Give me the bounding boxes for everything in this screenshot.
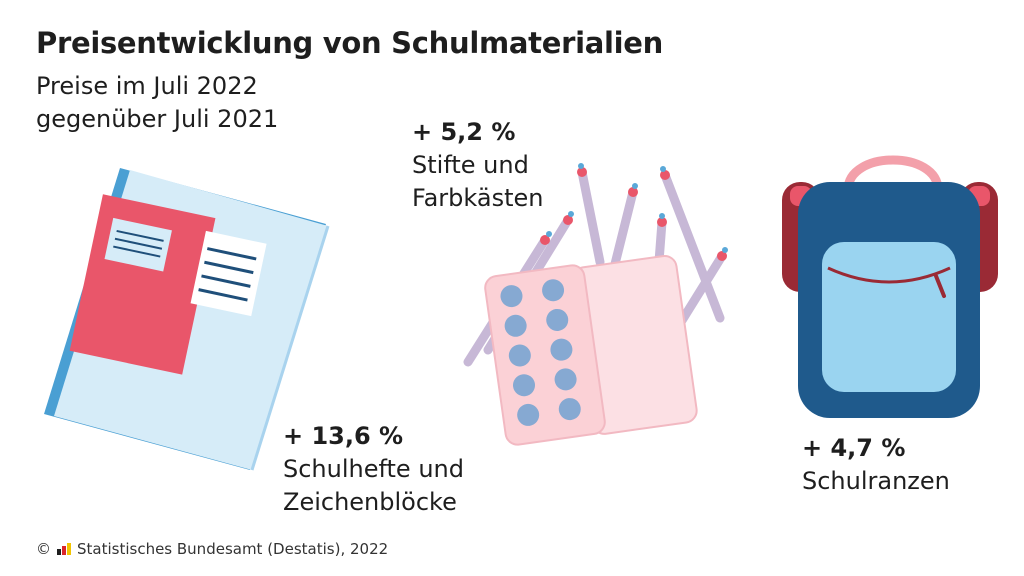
backpack-icon — [782, 155, 998, 418]
stat-label-line-1: Schulhefte und — [283, 455, 464, 483]
stat-schulhefte: + 13,6 % Schulhefte und Zeichenblöcke — [283, 420, 464, 519]
stat-value: + 13,6 % — [283, 422, 404, 450]
stat-stifte: + 5,2 % Stifte und Farbkästen — [412, 116, 543, 215]
stat-value: + 5,2 % — [412, 118, 516, 146]
notebook-icon — [44, 168, 330, 471]
stat-label-line-2: Farbkästen — [412, 184, 544, 212]
stat-value: + 4,7 % — [802, 434, 906, 462]
stat-label-line-1: Schulranzen — [802, 467, 950, 495]
subtitle-line-1: Preise im Juli 2022 — [36, 72, 258, 100]
destatis-logo-icon — [57, 543, 71, 555]
subtitle-line-2: gegenüber Juli 2021 — [36, 105, 279, 133]
footer-source: © Statistisches Bundesamt (Destatis), 20… — [36, 540, 388, 558]
stat-schulranzen: + 4,7 % Schulranzen — [802, 432, 950, 498]
copyright-symbol: © — [36, 540, 51, 558]
source-text: Statistisches Bundesamt (Destatis), 2022 — [77, 540, 389, 558]
page-title: Preisentwicklung von Schulmaterialien — [36, 26, 663, 60]
subtitle: Preise im Juli 2022 gegenüber Juli 2021 — [36, 70, 278, 136]
stat-label-line-2: Zeichenblöcke — [283, 488, 457, 516]
pencils-paintbox-icon — [463, 163, 728, 446]
stat-label-line-1: Stifte und — [412, 151, 529, 179]
